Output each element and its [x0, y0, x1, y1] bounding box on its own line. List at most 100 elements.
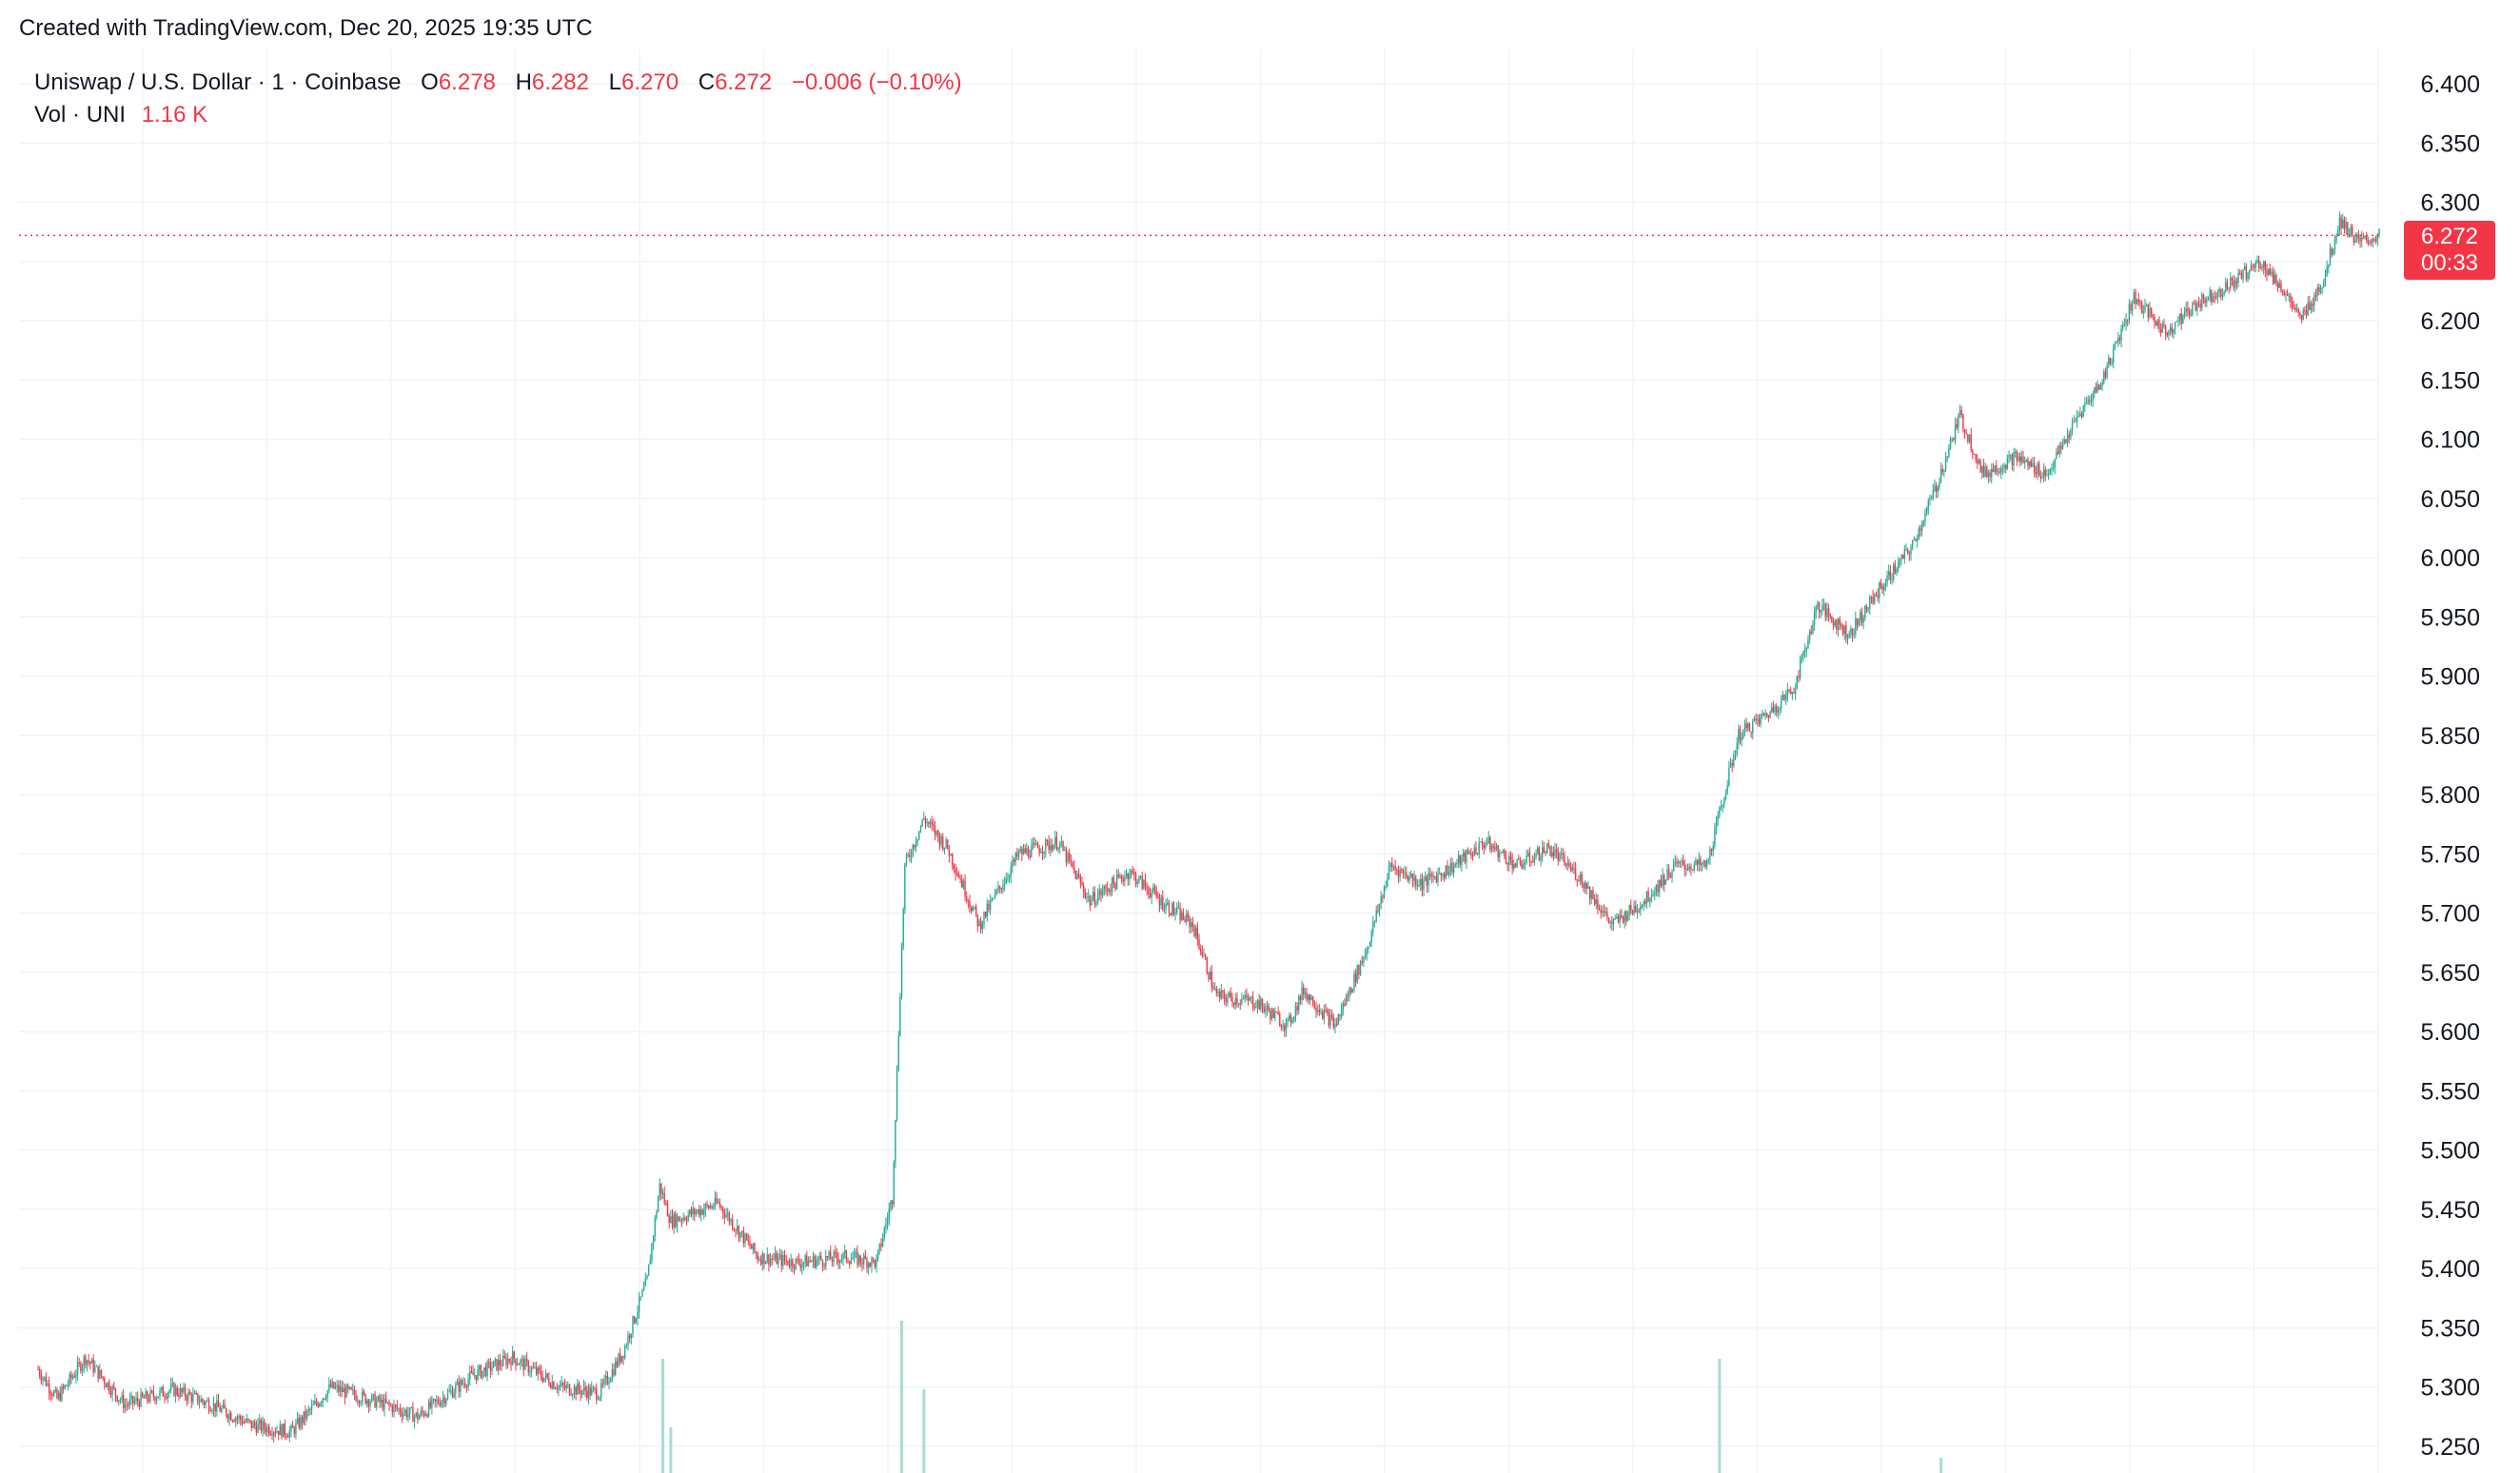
- candle-body: [591, 1387, 593, 1396]
- candle-body: [1067, 853, 1069, 862]
- candle-body: [1867, 608, 1869, 610]
- candle-body: [2357, 234, 2360, 238]
- candle-body: [2033, 462, 2036, 473]
- legend-symbol[interactable]: Uniswap / U.S. Dollar · 1 · Coinbase: [34, 69, 402, 95]
- candle-body: [2178, 313, 2181, 321]
- candle-body: [787, 1260, 789, 1265]
- candle-body: [301, 1417, 304, 1424]
- candle-body: [173, 1383, 175, 1397]
- candle-body: [1538, 847, 1541, 860]
- candle-body: [565, 1385, 567, 1388]
- candle-body: [38, 1369, 41, 1376]
- candle-body: [640, 1296, 641, 1298]
- candle-body: [2077, 416, 2079, 418]
- candle-body: [618, 1353, 620, 1366]
- chart-svg[interactable]: 6.4006.3506.3006.2506.2006.1506.1006.050…: [19, 49, 2501, 1473]
- candle-body: [856, 1251, 858, 1265]
- candle-body: [886, 1219, 889, 1224]
- candle-body: [811, 1261, 813, 1263]
- candle-body: [1850, 628, 1852, 634]
- candle-body: [859, 1255, 862, 1263]
- candle-body: [348, 1386, 351, 1389]
- candle-body: [1870, 597, 1873, 599]
- candle-body: [1578, 880, 1580, 882]
- candle-body: [109, 1391, 112, 1395]
- candle-body: [1681, 860, 1683, 862]
- candle-body: [647, 1265, 650, 1276]
- candle-body: [341, 1386, 343, 1393]
- candle-body: [97, 1365, 99, 1379]
- candle-body: [1705, 860, 1708, 867]
- candle-body: [1478, 842, 1480, 854]
- candle-body: [1595, 899, 1597, 905]
- candle-body: [1649, 900, 1651, 902]
- candle-body: [589, 1386, 591, 1396]
- price-tick-label: 6.350: [2420, 130, 2480, 157]
- candle-body: [850, 1259, 853, 1265]
- candle-body: [1325, 1010, 1327, 1011]
- candle-body: [2207, 297, 2210, 300]
- candle-body: [2354, 239, 2356, 243]
- chart-area[interactable]: 6.4006.3506.3006.2506.2006.1506.1006.050…: [19, 49, 2501, 1473]
- candle-body: [673, 1213, 675, 1228]
- candle-body: [2185, 307, 2187, 313]
- candle-body: [1313, 1006, 1316, 1009]
- candle-body: [1918, 528, 1920, 540]
- candle-body: [991, 898, 993, 901]
- candle-body: [328, 1384, 330, 1391]
- candle-body: [1059, 843, 1061, 848]
- candle-body: [1691, 869, 1694, 871]
- candle-body: [739, 1231, 741, 1238]
- candle-body: [1132, 870, 1133, 873]
- candle-body: [622, 1355, 624, 1359]
- candle-body: [374, 1394, 376, 1408]
- candle-body: [1181, 912, 1183, 921]
- candle-body: [266, 1426, 268, 1433]
- candle-body: [1198, 938, 1200, 950]
- candle-body: [2310, 304, 2313, 310]
- candle-body: [2305, 310, 2308, 315]
- candle-body: [379, 1396, 381, 1404]
- candle-body: [54, 1389, 56, 1392]
- candle-body: [1452, 865, 1455, 873]
- candle-body: [1600, 910, 1602, 913]
- candle-body: [2353, 236, 2355, 243]
- legend-volume-label[interactable]: Vol · UNI: [34, 102, 127, 128]
- candle-body: [262, 1421, 264, 1431]
- candle-body: [520, 1360, 522, 1365]
- candle-body: [967, 900, 970, 902]
- candle-body: [902, 909, 904, 948]
- candle-body: [2071, 422, 2074, 431]
- candle-body: [231, 1420, 234, 1422]
- candle-body: [2080, 413, 2083, 418]
- candle-body: [2299, 312, 2301, 316]
- candle-body: [899, 996, 901, 1036]
- candle-body: [2041, 478, 2043, 480]
- candle-body: [407, 1413, 409, 1418]
- candle-body: [755, 1251, 758, 1255]
- candle-body: [1345, 995, 1348, 1006]
- candle-body: [505, 1357, 507, 1365]
- candle-body: [1435, 876, 1438, 883]
- candle-body: [1794, 689, 1797, 694]
- candle-body: [1022, 848, 1025, 854]
- candle-body: [1155, 890, 1157, 896]
- candle-body: [2242, 268, 2244, 280]
- candle-body: [1499, 852, 1501, 858]
- candle-body: [1944, 457, 1947, 470]
- candle-body: [1568, 862, 1570, 867]
- candle-body: [71, 1376, 74, 1379]
- candle-body: [2175, 321, 2177, 323]
- candle-body: [2006, 457, 2009, 469]
- candle-body: [1832, 622, 1835, 626]
- candle-body: [2070, 430, 2072, 438]
- candle-body: [1903, 549, 1906, 560]
- candle-body: [2286, 293, 2289, 296]
- candle-body: [657, 1197, 660, 1212]
- candle-body: [764, 1261, 767, 1265]
- candle-body: [1736, 742, 1738, 755]
- candle-body: [246, 1418, 248, 1423]
- candle-body: [1326, 1010, 1329, 1012]
- candle-body: [167, 1393, 168, 1399]
- price-axis[interactable]: 6.4006.3506.3006.2506.2006.1506.1006.050…: [2420, 71, 2480, 1461]
